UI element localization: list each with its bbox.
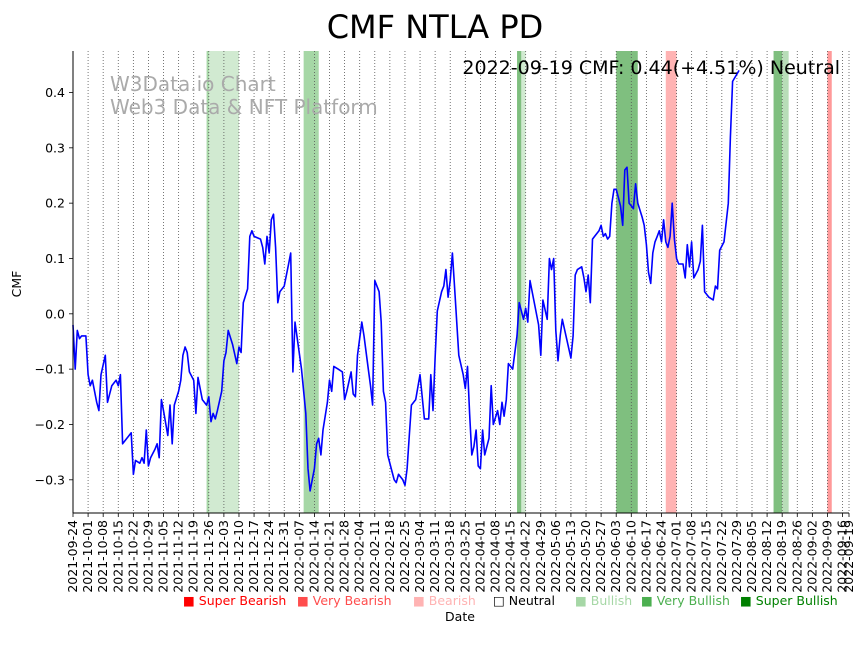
x-tick-label-2022-06-03: 2022-06-03: [608, 520, 623, 593]
legend: ■ Super Bearish ■ Very Bearish ■ Bearish □ …: [183, 593, 838, 608]
x-tick-label-2021-10-01: 2021-10-01: [80, 520, 95, 593]
x-tick-label-2022-02-18: 2022-02-18: [382, 520, 397, 593]
x-tick-label-2022-03-25: 2022-03-25: [457, 520, 472, 593]
watermark: W3Data.io Chart Web3 Data & NFT Platform: [110, 72, 378, 119]
y-tick-label-3: 0.0: [45, 306, 65, 321]
x-tick-label-2022-04-01: 2022-04-01: [472, 520, 487, 593]
legend-item-super-bearish: ■ Super Bearish: [183, 593, 286, 608]
x-tick-label-2022-05-06: 2022-05-06: [548, 520, 563, 593]
x-tick-label-2021-10-15: 2021-10-15: [110, 520, 125, 593]
x-tick-label-2022-02-04: 2022-02-04: [352, 520, 367, 593]
x-tick-label-2022-04-15: 2022-04-15: [503, 520, 518, 593]
x-tick-label-2022-02-11: 2022-02-11: [367, 520, 382, 593]
cmf-series: [72, 69, 740, 492]
band-bearish-6: [665, 51, 677, 513]
band-super-bullish-5: [616, 51, 638, 513]
x-tick-label-2022-09-19: 2022-09-19: [841, 520, 856, 593]
legend-item-bearish: ■ Bearish: [413, 593, 476, 608]
x-tick-label-2022-01-07: 2022-01-07: [291, 520, 306, 593]
x-tick-label-2021-12-17: 2021-12-17: [246, 520, 261, 593]
x-tick-label-2021-12-03: 2021-12-03: [216, 520, 231, 593]
band-bullish-8: [782, 51, 789, 513]
vertical-grid: [72, 51, 850, 513]
y-tick-label-0: −0.3: [35, 472, 65, 487]
chart-title: CMF NTLA PD: [327, 8, 544, 46]
x-tick-label-2022-04-29: 2022-04-29: [533, 520, 548, 593]
x-tick-label-2021-10-22: 2021-10-22: [125, 520, 140, 593]
x-tick-label-2022-05-20: 2022-05-20: [578, 520, 593, 593]
x-tick-label-2022-07-22: 2022-07-22: [714, 520, 729, 593]
x-axis-label: Date: [445, 609, 475, 624]
y-tick-label-6: 0.3: [45, 140, 65, 155]
x-tick-label-2021-11-12: 2021-11-12: [171, 520, 186, 593]
watermark-line-1: W3Data.io Chart: [110, 72, 276, 96]
legend-item-neutral: □ Neutral: [493, 593, 555, 608]
x-tick-label-2021-12-10: 2021-12-10: [231, 520, 246, 593]
x-tick-label-2022-03-11: 2022-03-11: [427, 520, 442, 593]
legend-item-bullish: ■ Bullish: [575, 593, 632, 608]
band-very-bullish-2: [303, 51, 319, 513]
x-tick-label-2022-01-14: 2022-01-14: [306, 520, 321, 593]
band-bullish-4: [521, 51, 526, 513]
x-tick-label-2022-08-05: 2022-08-05: [744, 520, 759, 593]
sentiment-bands: [206, 51, 832, 513]
x-tick-label-2022-07-29: 2022-07-29: [729, 520, 744, 593]
x-tick-label-2021-11-19: 2021-11-19: [186, 520, 201, 593]
y-tick-label-5: 0.2: [45, 196, 65, 211]
y-tick-label-4: 0.1: [45, 251, 65, 266]
band-very-bullish-1: [206, 51, 209, 513]
x-tick-label-2022-06-10: 2022-06-10: [623, 520, 638, 593]
x-tick-label-2021-11-05: 2021-11-05: [156, 520, 171, 593]
x-tick-label-2022-07-15: 2022-07-15: [699, 520, 714, 593]
legend-item-super-bullish: ■ Super Bullish: [740, 593, 838, 608]
x-tick-label-2022-07-08: 2022-07-08: [684, 520, 699, 593]
x-tick-label-2022-06-17: 2022-06-17: [638, 520, 653, 593]
x-tick-label-2022-08-12: 2022-08-12: [759, 520, 774, 593]
x-tick-label-2021-10-29: 2021-10-29: [140, 520, 155, 593]
x-ticks: 2021-09-24 2021-10-01 2021-10-08 2021-10-15…: [65, 513, 856, 593]
legend-item-very-bullish: ■ Very Bullish: [641, 593, 730, 608]
x-tick-label-2021-12-24: 2021-12-24: [261, 520, 276, 593]
x-tick-label-2021-11-26: 2021-11-26: [201, 520, 216, 593]
legend-item-very-bearish: ■ Very Bearish: [297, 593, 392, 608]
cmf-line-0: [72, 69, 740, 492]
x-tick-label-2022-04-22: 2022-04-22: [518, 520, 533, 593]
x-tick-label-2022-05-27: 2022-05-27: [593, 520, 608, 593]
y-axis-label: CMF: [9, 271, 24, 298]
x-tick-label-2022-09-09: 2022-09-09: [819, 520, 834, 593]
band-bullish-0: [206, 51, 239, 513]
y-tick-label-2: −0.1: [35, 362, 65, 377]
y-tick-label-1: −0.2: [35, 417, 65, 432]
band-very-bearish-9: [827, 51, 832, 513]
x-tick-label-2021-09-24: 2021-09-24: [65, 520, 80, 593]
x-tick-label-2021-12-31: 2021-12-31: [276, 520, 291, 593]
latest-value-annotation: 2022-09-19 CMF: 0.44(+4.51%) Neutral: [462, 57, 840, 79]
x-tick-label-2022-03-18: 2022-03-18: [442, 520, 457, 593]
x-tick-label-2022-01-21: 2022-01-21: [322, 520, 337, 593]
x-tick-label-2022-08-26: 2022-08-26: [789, 520, 804, 593]
band-super-bullish-3: [517, 51, 522, 513]
x-tick-label-2022-07-01: 2022-07-01: [669, 520, 684, 593]
x-tick-label-2021-10-08: 2021-10-08: [95, 520, 110, 593]
band-super-bullish-7: [773, 51, 783, 513]
x-tick-label-2022-09-02: 2022-09-02: [804, 520, 819, 593]
x-tick-label-2022-02-25: 2022-02-25: [397, 520, 412, 593]
x-tick-label-2022-08-19: 2022-08-19: [774, 520, 789, 593]
x-tick-label-2022-03-04: 2022-03-04: [412, 520, 427, 593]
x-tick-label-2022-04-08: 2022-04-08: [487, 520, 502, 593]
y-tick-label-7: 0.4: [45, 85, 65, 100]
x-tick-label-2022-09-16: 2022-09-16: [835, 520, 850, 593]
axes: [72, 51, 849, 514]
y-ticks: −0.3 −0.2 −0.1 0.0 0.1 0.2 0.3 0.4: [35, 85, 73, 487]
x-tick-label-2022-05-13: 2022-05-13: [563, 520, 578, 593]
x-tick-label-2022-01-28: 2022-01-28: [337, 520, 352, 593]
x-tick-label-2022-06-24: 2022-06-24: [653, 520, 668, 593]
watermark-line-2: Web3 Data & NFT Platform: [110, 95, 378, 119]
